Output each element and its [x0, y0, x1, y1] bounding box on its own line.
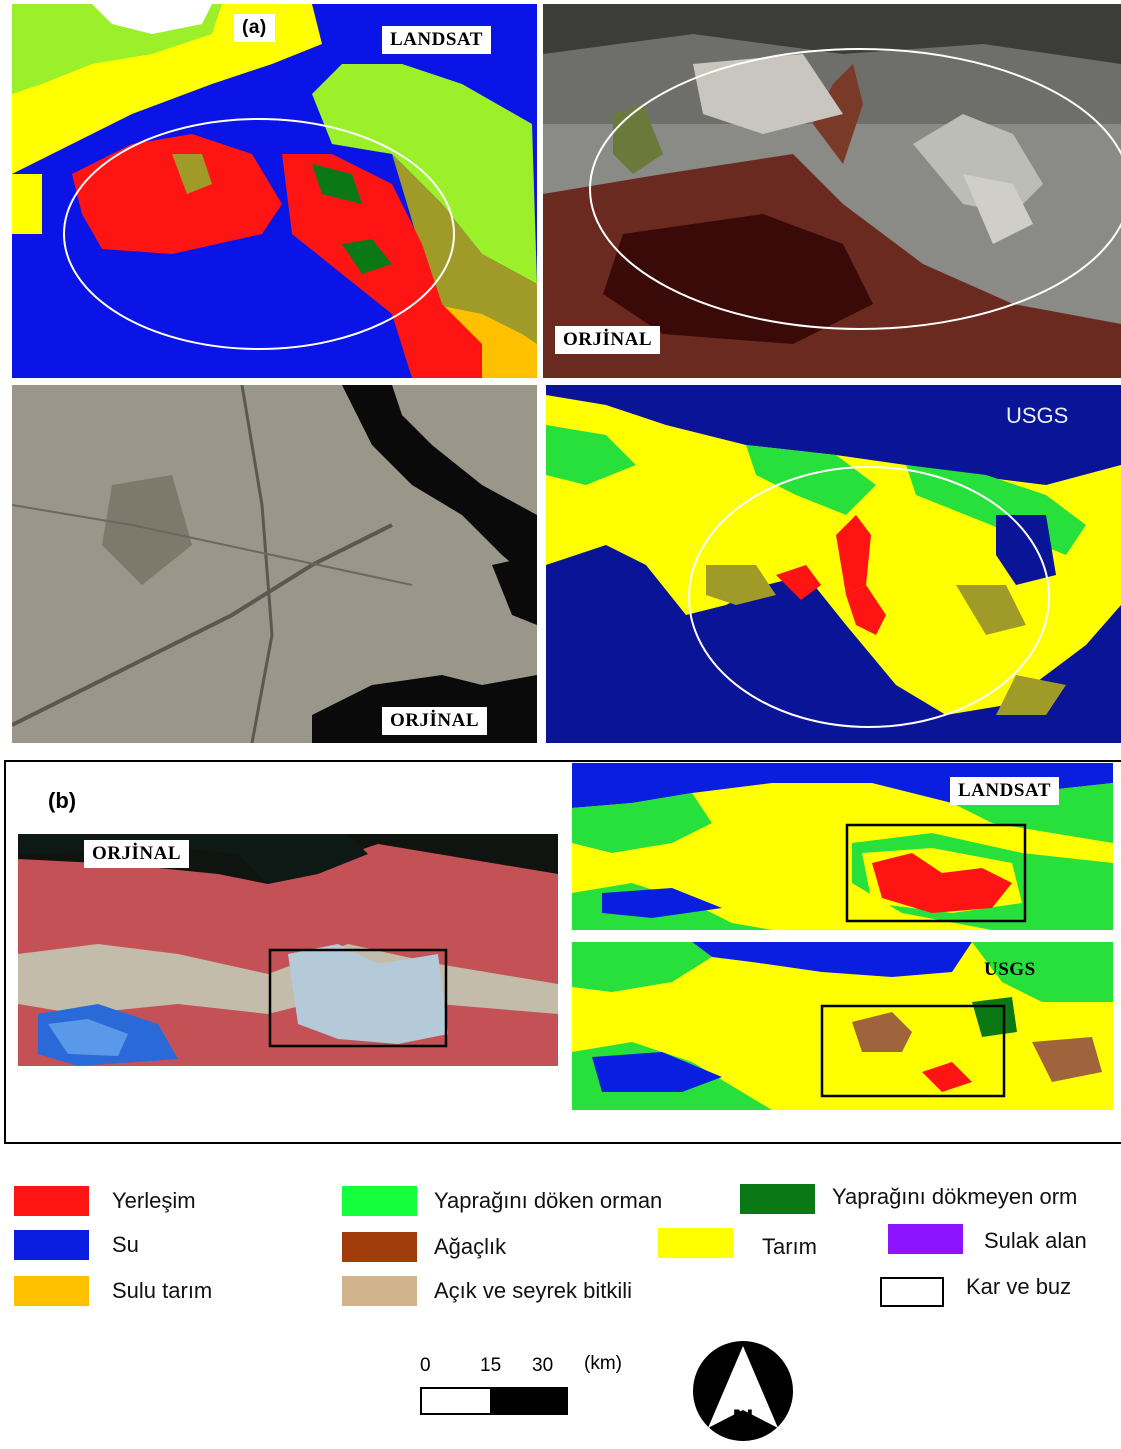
original-label-top: ORJİNAL [555, 326, 661, 354]
legend-label: Kar ve buz [966, 1274, 1072, 1299]
panel-letter-b: (b) [48, 788, 77, 813]
usgs-label-b: USGS [984, 959, 1036, 980]
legend-item: Yaprağını döken orman [342, 1186, 732, 1220]
legend-item: Açık ve seyrek bitkili [342, 1276, 732, 1310]
legend-item: Kar ve buz [880, 1272, 1110, 1307]
panel-a-landsat-map: LANDSAT (a) [12, 4, 537, 378]
landsat-label: LANDSAT [382, 26, 491, 54]
original-label-b: ORJİNAL [84, 840, 190, 868]
scale-tick-15: 15 [480, 1355, 502, 1376]
panel-a-original-city: ORJİNAL [12, 385, 537, 743]
legend-item: Yerleşim [14, 1186, 274, 1220]
legend-swatch [342, 1232, 417, 1262]
panel-b-original-falsecolor: ORJİNAL [18, 834, 558, 1066]
legend-label: Yerleşim [112, 1188, 196, 1213]
panel-b-usgs-map: USGS [572, 942, 1113, 1110]
landsat-label-b: LANDSAT [950, 777, 1059, 805]
legend-swatch [658, 1228, 733, 1258]
legend-swatch [342, 1186, 417, 1216]
legend-label: Ağaçlık [434, 1234, 507, 1259]
panel-a-usgs-map: USGS [546, 385, 1121, 743]
scale-bar: 0 15 30 (km) [420, 1353, 640, 1420]
scale-unit: (km) [584, 1353, 622, 1374]
legend-swatch [888, 1224, 963, 1254]
original-label-bottom: ORJİNAL [382, 707, 488, 735]
legend-label: Açık ve seyrek bitkili [434, 1278, 633, 1303]
usgs-label-a: USGS [1006, 403, 1069, 428]
scale-bar-black [490, 1387, 568, 1415]
legend-swatch [740, 1184, 815, 1214]
scale-bar-white [420, 1387, 492, 1415]
legend-swatch [14, 1186, 89, 1216]
legend-swatch [880, 1277, 944, 1307]
panel-a-original-satellite: ORJİNAL [543, 4, 1121, 378]
legend-item: Tarım [658, 1228, 858, 1262]
legend-item: Sulak alan [888, 1224, 1118, 1258]
legend-item: Su [14, 1230, 274, 1264]
legend-label: Su [112, 1232, 139, 1257]
legend-swatch [14, 1276, 89, 1306]
legend-label: Sulu tarım [112, 1278, 213, 1303]
north-letter: N [732, 1404, 754, 1437]
legend-item: Ağaçlık [342, 1232, 732, 1266]
figure-b-frame [4, 760, 1121, 1144]
panel-b-landsat-map: LANDSAT [572, 763, 1113, 930]
legend-item: Sulu tarım [14, 1276, 274, 1310]
north-arrow-icon: N [690, 1338, 796, 1444]
scale-tick-0: 0 [420, 1355, 431, 1376]
legend-item: Yaprağını dökmeyen orm [740, 1184, 1121, 1218]
scale-tick-30: 30 [532, 1355, 554, 1376]
panel-letter-a: (a) [234, 14, 275, 42]
legend-label: Yaprağını dökmeyen orm [832, 1184, 1078, 1209]
legend-swatch [342, 1276, 417, 1306]
legend-swatch [14, 1230, 89, 1260]
legend-label: Sulak alan [984, 1228, 1087, 1253]
legend-label: Tarım [762, 1234, 817, 1259]
legend-label: Yaprağını döken orman [434, 1188, 663, 1213]
